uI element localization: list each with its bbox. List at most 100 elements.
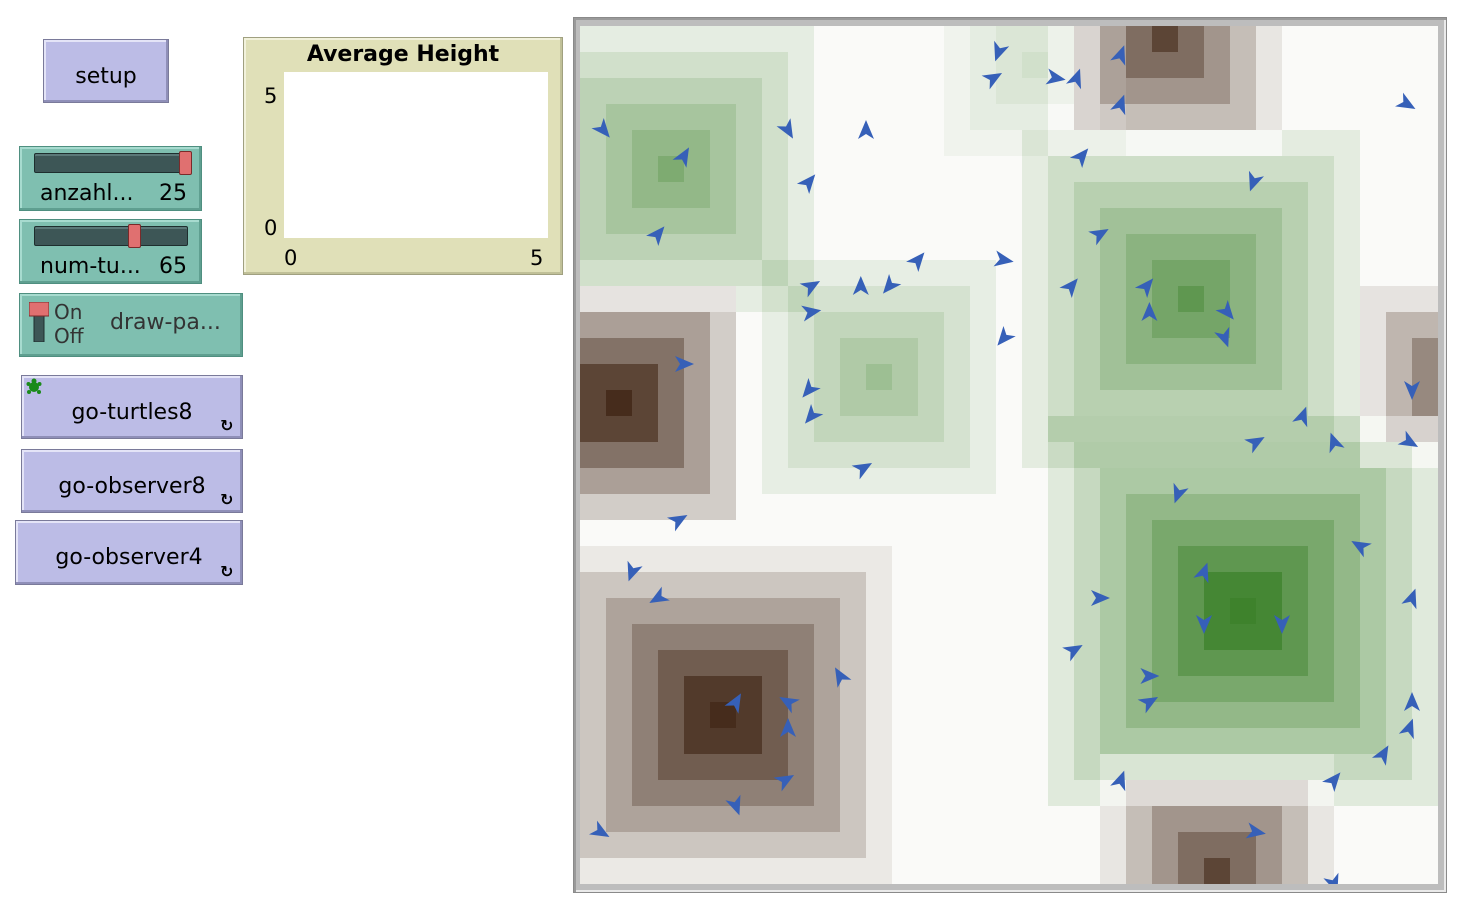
plot-y-max: 5: [264, 84, 278, 108]
slider-num-turtles-track[interactable]: [34, 226, 188, 246]
toggle-switch-icon[interactable]: [29, 302, 49, 342]
patch: [1126, 832, 1153, 859]
patch: [684, 728, 711, 755]
go-observer8-button[interactable]: go-observer8 ↻: [21, 449, 243, 513]
patch: [1282, 650, 1309, 677]
patch: [1256, 494, 1283, 521]
patch: [1386, 546, 1413, 573]
patch: [1178, 312, 1205, 339]
patch: [970, 156, 997, 183]
patch: [606, 624, 633, 651]
patch: [1308, 104, 1335, 131]
patch: [1412, 832, 1438, 859]
patch: [840, 754, 867, 781]
go-turtles8-button[interactable]: go-turtles8 ↻: [21, 375, 243, 439]
patch: [1022, 182, 1049, 209]
patch: [996, 78, 1023, 105]
patch: [1204, 494, 1231, 521]
patch: [580, 364, 607, 391]
patch: [684, 416, 711, 443]
patch: [658, 858, 685, 884]
patch: [970, 130, 997, 157]
patch: [892, 676, 919, 703]
slider-anzahl[interactable]: anzahl... 25: [19, 146, 202, 211]
patch: [1412, 754, 1438, 781]
patch: [1412, 182, 1438, 209]
patch: [1386, 156, 1413, 183]
slider-anzahl-handle[interactable]: [179, 151, 192, 175]
patch: [814, 130, 841, 157]
patch: [1074, 234, 1101, 261]
patch: [1256, 390, 1283, 417]
patch: [762, 390, 789, 417]
patch: [1048, 624, 1075, 651]
patch: [1048, 234, 1075, 261]
patch: [1048, 858, 1075, 884]
go-observer4-button[interactable]: go-observer4 ↻: [15, 520, 243, 585]
patch: [1048, 338, 1075, 365]
patch: [1282, 26, 1309, 53]
patch: [1256, 286, 1283, 313]
go-turtles8-label: go-turtles8: [71, 400, 193, 425]
patch: [866, 754, 893, 781]
patch: [1334, 78, 1361, 105]
patch: [606, 572, 633, 599]
patch: [1334, 260, 1361, 287]
patch: [710, 832, 737, 859]
patch: [684, 832, 711, 859]
slider-num-turtles-handle[interactable]: [128, 224, 142, 248]
patch: [1412, 234, 1438, 261]
patch: [840, 26, 867, 53]
patch: [1126, 624, 1153, 651]
patch: [1100, 156, 1127, 183]
patch: [918, 598, 945, 625]
slider-num-turtles[interactable]: num-tu... 65: [19, 219, 202, 284]
patch: [892, 312, 919, 339]
patch: [1126, 390, 1153, 417]
patch: [1204, 234, 1231, 261]
world-view[interactable]: [573, 17, 1447, 893]
patch: [970, 364, 997, 391]
patch: [710, 858, 737, 884]
patch: [1334, 156, 1361, 183]
turtle-arrow-icon: [1137, 697, 1159, 714]
patch: [736, 26, 763, 53]
slider-anzahl-track[interactable]: [34, 153, 188, 173]
patch: [892, 390, 919, 417]
patch: [580, 468, 607, 495]
patch: [970, 286, 997, 313]
turtle-arrow-icon: [804, 403, 824, 424]
world-canvas[interactable]: [580, 26, 1438, 884]
patch: [892, 104, 919, 131]
patch: [1204, 390, 1231, 417]
setup-button[interactable]: setup: [43, 39, 169, 103]
turtle-arrow-icon: [780, 718, 796, 737]
patch: [1022, 624, 1049, 651]
patch: [1308, 78, 1335, 105]
patch: [1308, 780, 1335, 807]
patch: [892, 78, 919, 105]
patch: [866, 182, 893, 209]
patch: [1308, 676, 1335, 703]
patch: [1282, 260, 1309, 287]
patch: [1048, 598, 1075, 625]
patch: [1412, 494, 1438, 521]
patch: [814, 364, 841, 391]
patch: [1308, 728, 1335, 755]
patch: [580, 520, 607, 547]
patch: [918, 832, 945, 859]
patch: [996, 286, 1023, 313]
patch: [1334, 780, 1361, 807]
patch: [1334, 702, 1361, 729]
patch: [1308, 312, 1335, 339]
patch: [918, 780, 945, 807]
patch: [606, 806, 633, 833]
turtle-arrow-icon: [1329, 432, 1345, 454]
switch-draw-path[interactable]: On Off draw-pa...: [19, 293, 243, 357]
patch: [892, 702, 919, 729]
patch: [762, 182, 789, 209]
patch: [606, 312, 633, 339]
switch-name: draw-pa...: [110, 310, 221, 335]
patch: [1126, 78, 1153, 105]
patch: [1100, 234, 1127, 261]
